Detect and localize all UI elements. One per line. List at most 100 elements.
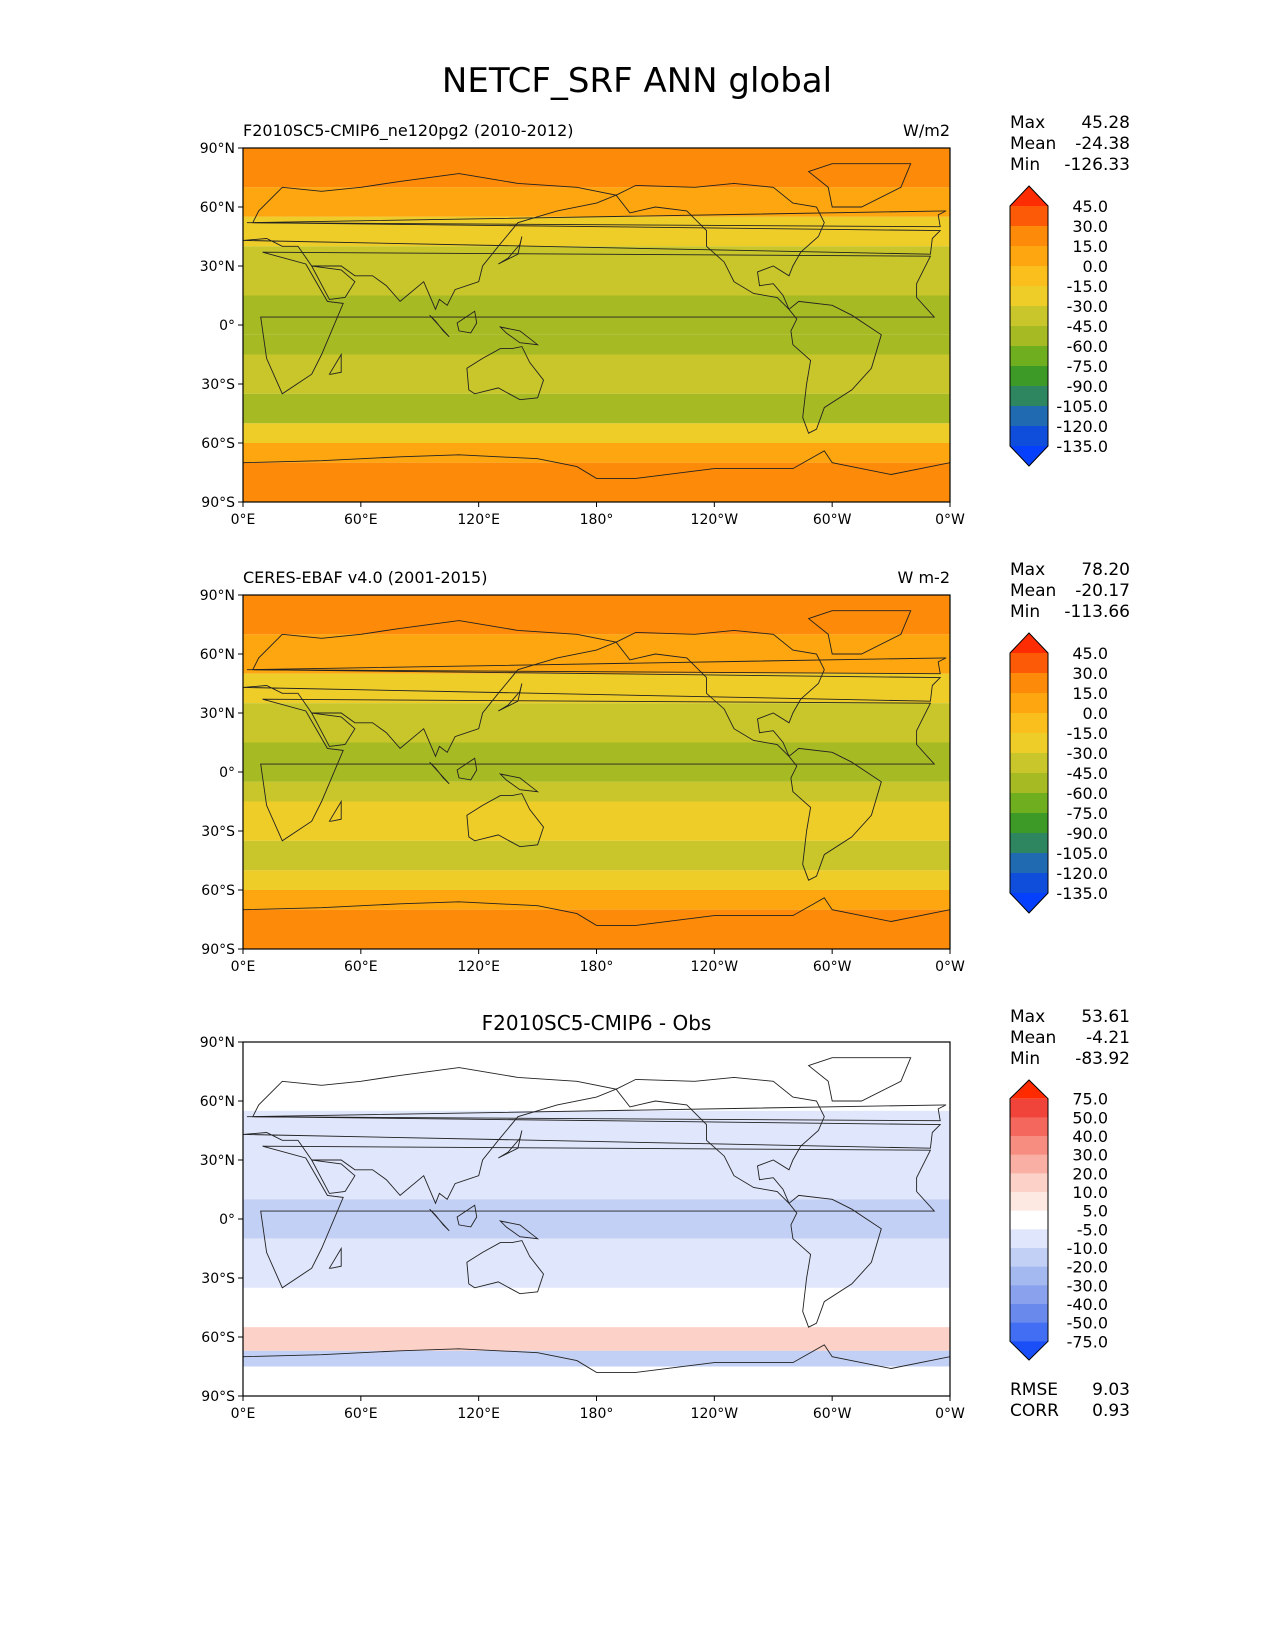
- colorbar-segment: [1010, 386, 1048, 407]
- field-band: [243, 703, 950, 743]
- y-tick-label: 30°N: [200, 706, 235, 722]
- coastline: [498, 236, 523, 265]
- colorbar-segment: [1010, 1322, 1048, 1342]
- coastline: [788, 747, 882, 881]
- field-band: [243, 840, 950, 871]
- x-tick-label: 0°W: [935, 512, 965, 528]
- coastline: [498, 683, 523, 712]
- colorbar-segment: [1010, 366, 1048, 387]
- colorbar-tick-label: 30.0: [1072, 1146, 1108, 1165]
- colorbar-segment: [1010, 1229, 1048, 1249]
- colorbar-tick-label: -60.0: [1067, 337, 1108, 356]
- field-band: [243, 1199, 950, 1239]
- colorbar-tick-label: -60.0: [1067, 784, 1108, 803]
- colorbar-segment: [1010, 653, 1048, 674]
- coastline: [429, 314, 450, 338]
- colorbar-segment: [1010, 266, 1048, 287]
- map-field: [243, 148, 950, 502]
- field-band: [243, 462, 950, 502]
- coastline: [246, 657, 947, 675]
- colorbar-segment: [1010, 1154, 1048, 1174]
- coastline: [466, 793, 545, 848]
- colorbar-tick-label: -105.0: [1056, 397, 1108, 416]
- coastline: [615, 1076, 825, 1204]
- coastline: [328, 352, 342, 375]
- colorbar-segment: [1010, 326, 1048, 347]
- field-band: [243, 781, 950, 802]
- x-tick-label: 120°E: [457, 1406, 500, 1422]
- field-band: [243, 742, 950, 782]
- coastline: [498, 1220, 540, 1240]
- stat-label: Max: [1010, 560, 1045, 580]
- extra-stat-label: RMSE: [1010, 1380, 1058, 1400]
- colorbar-tick-label: -10.0: [1067, 1239, 1108, 1258]
- colorbar-tick-label: 75.0: [1072, 1090, 1108, 1109]
- coastline: [243, 450, 950, 502]
- colorbar-tick-label: -90.0: [1067, 824, 1108, 843]
- stat-value: -24.38: [1075, 134, 1130, 154]
- stat-value: -20.17: [1075, 581, 1130, 601]
- colorbar-segment: [1010, 1173, 1048, 1193]
- stat-label: Max: [1010, 113, 1045, 133]
- coastline: [456, 757, 478, 781]
- stat-value: -113.66: [1064, 602, 1130, 622]
- coastline: [328, 799, 342, 822]
- colorbar-segment: [1010, 1248, 1048, 1268]
- x-tick-label: 60°E: [344, 959, 378, 975]
- colorbar-tick-label: -30.0: [1067, 297, 1108, 316]
- y-tick-label: 60°S: [201, 436, 235, 452]
- colorbar-tick-label: -50.0: [1067, 1314, 1108, 1333]
- colorbar-tick-label: -20.0: [1067, 1258, 1108, 1277]
- field-band: [243, 1366, 950, 1396]
- colorbar-segment: [1010, 226, 1048, 247]
- field-band: [243, 354, 950, 394]
- colorbar-segment: [1010, 713, 1048, 734]
- colorbar-tick-label: -90.0: [1067, 377, 1108, 396]
- stat-value: 78.20: [1081, 560, 1130, 580]
- field-band: [243, 909, 950, 949]
- field-band: [243, 187, 950, 217]
- field-band: [243, 1071, 950, 1111]
- y-tick-label: 60°S: [201, 883, 235, 899]
- x-tick-label: 180°: [580, 959, 614, 975]
- coastline: [310, 265, 356, 300]
- colorbar-tick-label: -135.0: [1056, 437, 1108, 456]
- stat-label: Min: [1010, 1049, 1040, 1069]
- colorbar-tick-label: -105.0: [1056, 844, 1108, 863]
- colorbar-segment: [1010, 306, 1048, 327]
- colorbar-extend-max: [1010, 633, 1048, 653]
- field-band: [243, 148, 950, 188]
- panel-subtitle: F2010SC5-CMIP6_ne120pg2 (2010-2012): [243, 121, 574, 141]
- colorbar-segment: [1010, 1117, 1048, 1137]
- field-band: [243, 295, 950, 335]
- colorbar-tick-label: 30.0: [1072, 217, 1108, 236]
- colorbar-tick-label: 50.0: [1072, 1108, 1108, 1127]
- map-field: [243, 1042, 950, 1396]
- colorbar-tick-label: 5.0: [1083, 1202, 1108, 1221]
- field-band: [243, 1042, 950, 1072]
- coastline: [246, 1104, 947, 1122]
- colorbar-extend-min: [1010, 1341, 1048, 1360]
- colorbar-tick-label: 40.0: [1072, 1127, 1108, 1146]
- map-field: [243, 595, 950, 949]
- field-band: [243, 246, 950, 296]
- x-tick-label: 120°W: [691, 1406, 739, 1422]
- field-band: [243, 1238, 950, 1288]
- stat-value: -4.21: [1086, 1028, 1130, 1048]
- colorbar-outline: [1009, 632, 1049, 914]
- x-tick-label: 0°E: [231, 1406, 256, 1422]
- x-tick-label: 120°W: [691, 959, 739, 975]
- y-tick-label: 60°N: [200, 647, 235, 663]
- y-tick-label: 60°S: [201, 1330, 235, 1346]
- colorbar-segment: [1010, 346, 1048, 367]
- panel-1: 90°N 60°N 30°N 0° 30°S 60°S 90°S0°E 60°E 120°E 18…: [200, 113, 1130, 528]
- x-tick-label: 0°W: [935, 959, 965, 975]
- field-band: [243, 673, 950, 704]
- colorbar-extend-min: [1010, 446, 1048, 466]
- y-tick-label: 30°S: [201, 377, 235, 393]
- colorbar-tick-label: 15.0: [1072, 237, 1108, 256]
- colorbar-tick-label: 45.0: [1072, 197, 1108, 216]
- x-tick-label: 60°W: [813, 959, 852, 975]
- x-tick-label: 60°E: [344, 512, 378, 528]
